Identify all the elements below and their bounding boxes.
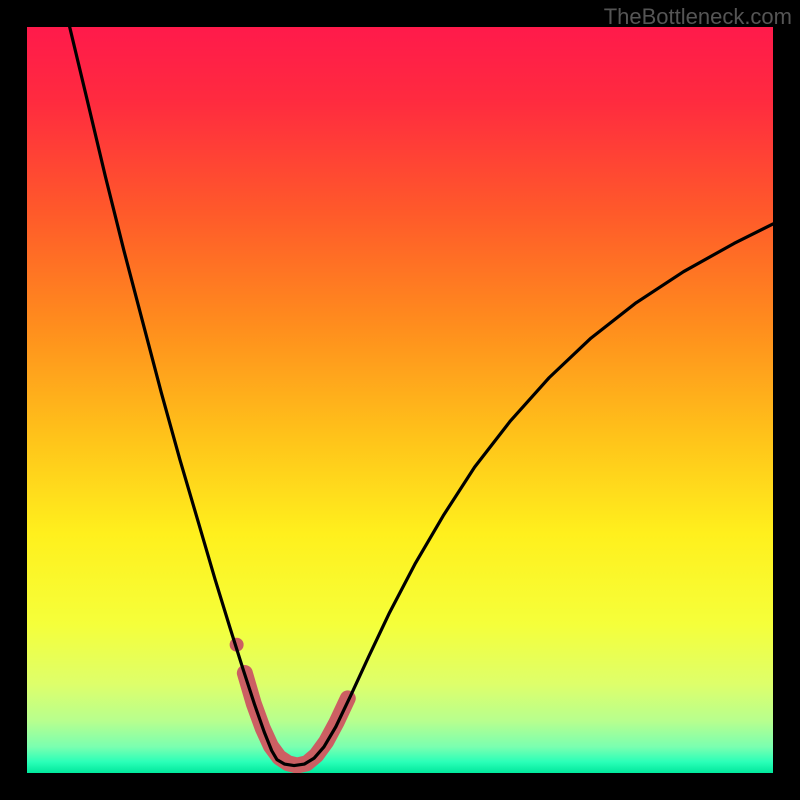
watermark-text: TheBottleneck.com [604,4,792,30]
chart-svg [27,27,773,773]
plot-area [27,27,773,773]
gradient-background [27,27,773,773]
